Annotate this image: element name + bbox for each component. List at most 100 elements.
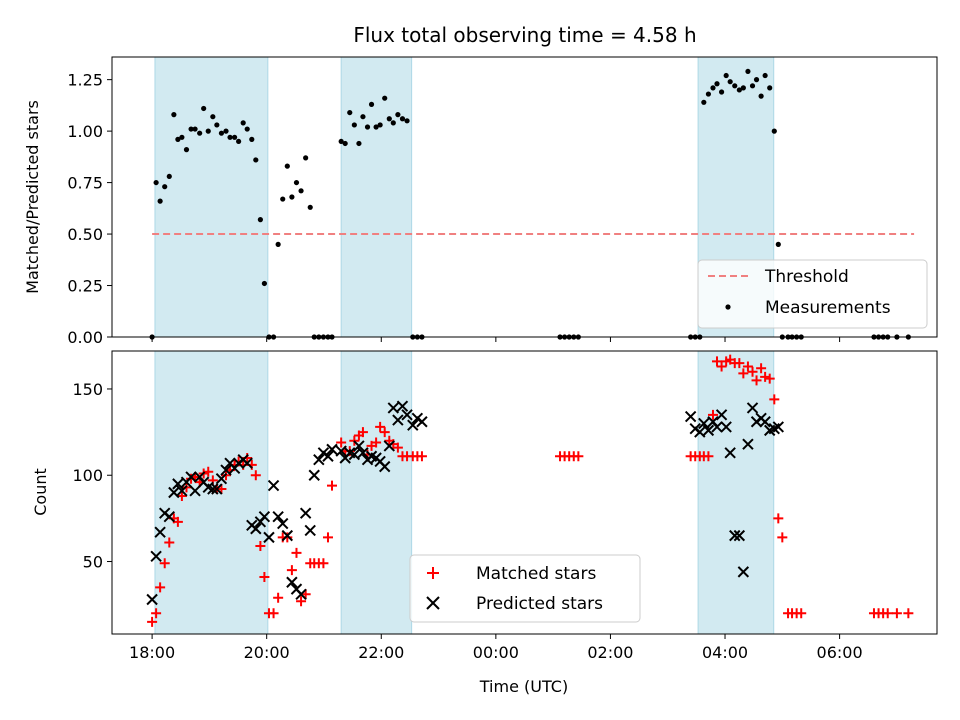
measurement-point: [179, 134, 185, 140]
predicted-star-point: [172, 478, 184, 490]
matched-star-point: [147, 616, 158, 627]
predicted-star-point: [308, 469, 320, 481]
measurement-point: [368, 101, 375, 107]
predicted-star-point: [220, 464, 232, 476]
y-tick-label: 1.00: [67, 122, 103, 141]
matched-star-point: [716, 361, 727, 372]
count-panel: 50 100 150 18:00 20:00 22:00 00:00 02:00 04:00 0…: [31, 350, 938, 662]
predicted-star-point: [416, 416, 428, 428]
ratio-x-ticks: [151, 337, 841, 342]
predicted-star-point: [163, 510, 175, 523]
predicted-star-point: [759, 416, 771, 428]
matched-star-point: [747, 366, 758, 377]
measurement-point: [749, 83, 756, 89]
measurement-point: [261, 280, 267, 287]
observing-span-3: [697, 350, 775, 635]
matched-legend-swatch: [427, 567, 439, 579]
matched-star-point: [379, 427, 390, 438]
matched-star-point: [322, 532, 333, 543]
count-plot-frame: [111, 350, 938, 635]
measurement-point: [373, 124, 379, 130]
predicted-star-point: [746, 402, 759, 414]
measurement-point: [223, 128, 229, 134]
x-tick-label: 22:00: [358, 643, 404, 662]
measurement-point: [347, 109, 353, 116]
observing-span-2: [340, 350, 413, 635]
measurement-point: [298, 188, 304, 194]
predicted-star-point: [185, 471, 197, 483]
matched-star-point: [291, 547, 302, 558]
x-tick-label: 06:00: [817, 643, 863, 662]
predicted-star-point: [742, 438, 754, 450]
matched-star-point: [159, 558, 170, 569]
ratio-y-axis-label: Matched/Predicted stars: [23, 100, 42, 294]
measurement-point: [351, 122, 357, 128]
measurement-point: [175, 136, 181, 142]
measurement-point: [227, 134, 233, 140]
predicted-star-point: [150, 550, 162, 563]
count-y-axis-label: Count: [31, 468, 50, 516]
matched-star-point: [371, 437, 382, 448]
measurement-point: [701, 99, 707, 105]
observing-span-1: [154, 350, 269, 635]
predicted-star-point: [733, 529, 746, 542]
measurement-point: [293, 179, 300, 186]
x-tick-label: 20:00: [244, 643, 290, 662]
predicted-star-point: [357, 447, 369, 459]
measurement-point: [342, 140, 348, 147]
measurement-point: [404, 118, 410, 124]
count-legend: Matched stars Predicted stars: [409, 554, 641, 623]
measurement-point: [275, 241, 281, 247]
measurement-point: [183, 147, 190, 153]
matched-star-point: [375, 421, 386, 432]
predicted-star-point: [724, 447, 736, 459]
matched-star-point: [573, 451, 584, 462]
measurement-point: [386, 116, 392, 122]
predicted-star-point: [720, 421, 732, 433]
measurement-point: [727, 79, 733, 85]
matched-star-point: [773, 513, 784, 524]
x-tick-label: 18:00: [129, 643, 175, 662]
measurement-point: [710, 85, 716, 91]
predicted-star-point: [176, 485, 188, 497]
predicted-star-point: [277, 517, 289, 530]
measurement-point: [232, 134, 238, 140]
predicted-star-point: [258, 510, 271, 523]
predicted-star-point: [146, 593, 158, 606]
observing-span-1: [154, 56, 269, 338]
count-legend-box: [409, 554, 641, 623]
measurement-point: [753, 77, 760, 83]
measurement-point: [356, 140, 362, 147]
measurements-legend-swatch: [725, 304, 731, 310]
measurement-point: [280, 196, 286, 202]
measurement-point: [188, 126, 194, 132]
matched-star-point: [172, 516, 183, 527]
matched-star-point: [707, 409, 718, 420]
measurement-point: [289, 194, 295, 200]
predicted-legend-label: Predicted stars: [476, 594, 603, 614]
predicted-star-point: [348, 448, 361, 461]
predicted-star-point: [702, 424, 715, 437]
matched-star-point: [286, 565, 297, 576]
predicted-star-point: [383, 440, 395, 452]
matched-star-point: [764, 373, 775, 384]
predicted-star-point: [729, 529, 741, 542]
predicted-star-point: [295, 588, 307, 601]
matched-legend-label: Matched stars: [476, 564, 596, 584]
predicted-star-point: [387, 402, 400, 414]
matched-star-point: [769, 394, 780, 405]
measurement-point: [705, 91, 712, 97]
measurement-point: [390, 120, 396, 126]
matched-star-point: [357, 427, 368, 438]
predicted-star-point: [189, 485, 201, 497]
measurement-point: [236, 138, 242, 145]
predicted-star-point: [154, 526, 166, 538]
measurement-point: [775, 241, 781, 247]
matched-star-point: [203, 466, 214, 477]
y-tick-label: 0.50: [67, 225, 103, 244]
predicted-star-point: [250, 523, 262, 535]
y-tick-label: 0.00: [67, 328, 103, 347]
predicted-star-point: [335, 445, 347, 457]
count-y-ticks: 50 100 150: [72, 380, 112, 572]
measurement-point: [214, 122, 220, 128]
